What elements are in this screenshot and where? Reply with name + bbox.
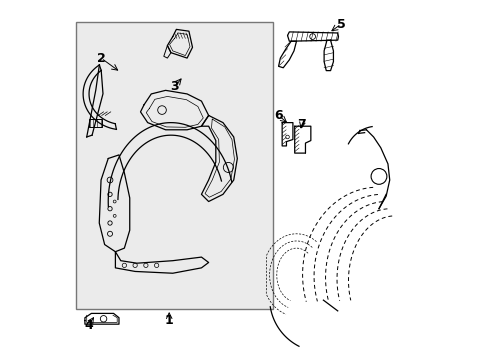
Text: 7: 7 [297, 118, 305, 131]
Text: 5: 5 [336, 18, 345, 31]
Bar [76, 22, 273, 309]
Text: 4: 4 [84, 319, 93, 332]
Text: 2: 2 [97, 51, 105, 64]
Text: 1: 1 [164, 314, 173, 327]
Text: 3: 3 [170, 80, 179, 93]
Bar [88, 119, 102, 127]
Text: 6: 6 [274, 109, 282, 122]
